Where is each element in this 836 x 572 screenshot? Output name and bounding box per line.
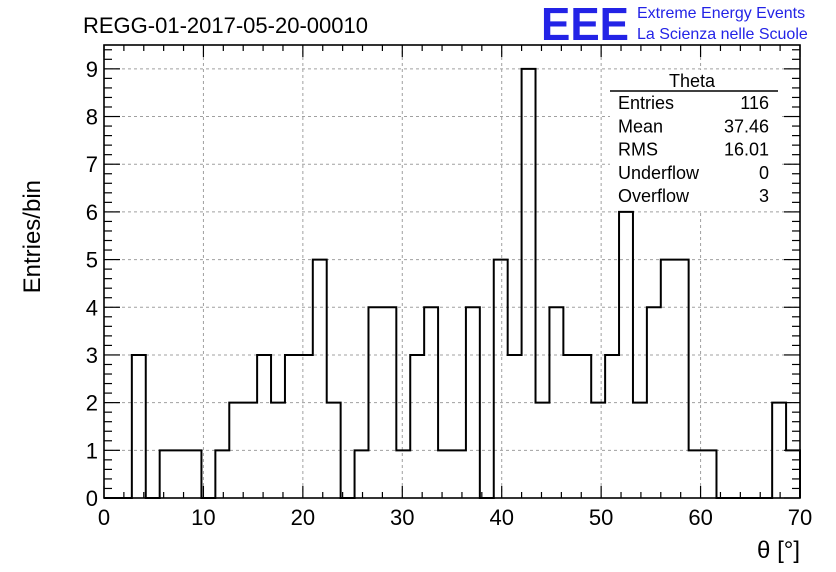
y-tick-label: 6 — [86, 200, 98, 225]
logo-eee: EEE — [541, 0, 629, 50]
x-tick-label: 0 — [98, 505, 110, 530]
histogram-series-line — [104, 67, 801, 499]
x-tick-label: 10 — [191, 505, 215, 530]
y-tick-label: 1 — [86, 438, 98, 463]
stats-row-value: 0 — [759, 163, 769, 183]
stats-row-value: 16.01 — [724, 140, 769, 160]
y-tick-label: 8 — [86, 105, 98, 130]
stats-row-value: 3 — [759, 186, 769, 206]
y-tick-label: 2 — [86, 391, 98, 416]
y-tick-label: 3 — [86, 343, 98, 368]
y-tick-label: 9 — [86, 57, 98, 82]
y-tick-label: 5 — [86, 248, 98, 273]
stats-row-label: Mean — [618, 116, 663, 136]
grid — [104, 45, 800, 498]
stats-title: Theta — [669, 71, 716, 91]
y-tick-label: 0 — [86, 486, 98, 511]
y-axis-title: Entries/bin — [19, 180, 46, 293]
stats-row-value: 116 — [740, 93, 769, 113]
x-tick-label: 50 — [589, 505, 613, 530]
logo-line1: Extreme Energy Events — [637, 5, 805, 22]
chart-title: REGG-01-2017-05-20-00010 — [83, 13, 368, 38]
logo-line2: La Scienza nelle Scuole — [637, 26, 808, 43]
stats-row-label: RMS — [618, 140, 658, 160]
x-tick-label: 30 — [390, 505, 414, 530]
stats-box: Theta Entries 116 Mean 37.46 RMS 16.01 Underfl… — [610, 70, 780, 210]
x-axis-title: θ [°] — [757, 537, 800, 564]
plot-frame — [103, 44, 801, 499]
stats-row-label: Overflow — [618, 186, 690, 206]
stats-row-label: Entries — [618, 93, 674, 113]
x-tick-label: 40 — [489, 505, 513, 530]
x-tick-label: 70 — [788, 505, 812, 530]
x-tick-label: 20 — [291, 505, 315, 530]
y-tick-label: 4 — [86, 295, 98, 320]
stats-box-bg — [610, 70, 780, 210]
eee-logo: EEE Extreme Energy Events La Scienza nel… — [541, 0, 808, 50]
x-tick-label: 60 — [688, 505, 712, 530]
stats-row-value: 37.46 — [724, 116, 769, 136]
y-tick-label: 7 — [86, 152, 98, 177]
stats-row-label: Underflow — [618, 163, 700, 183]
